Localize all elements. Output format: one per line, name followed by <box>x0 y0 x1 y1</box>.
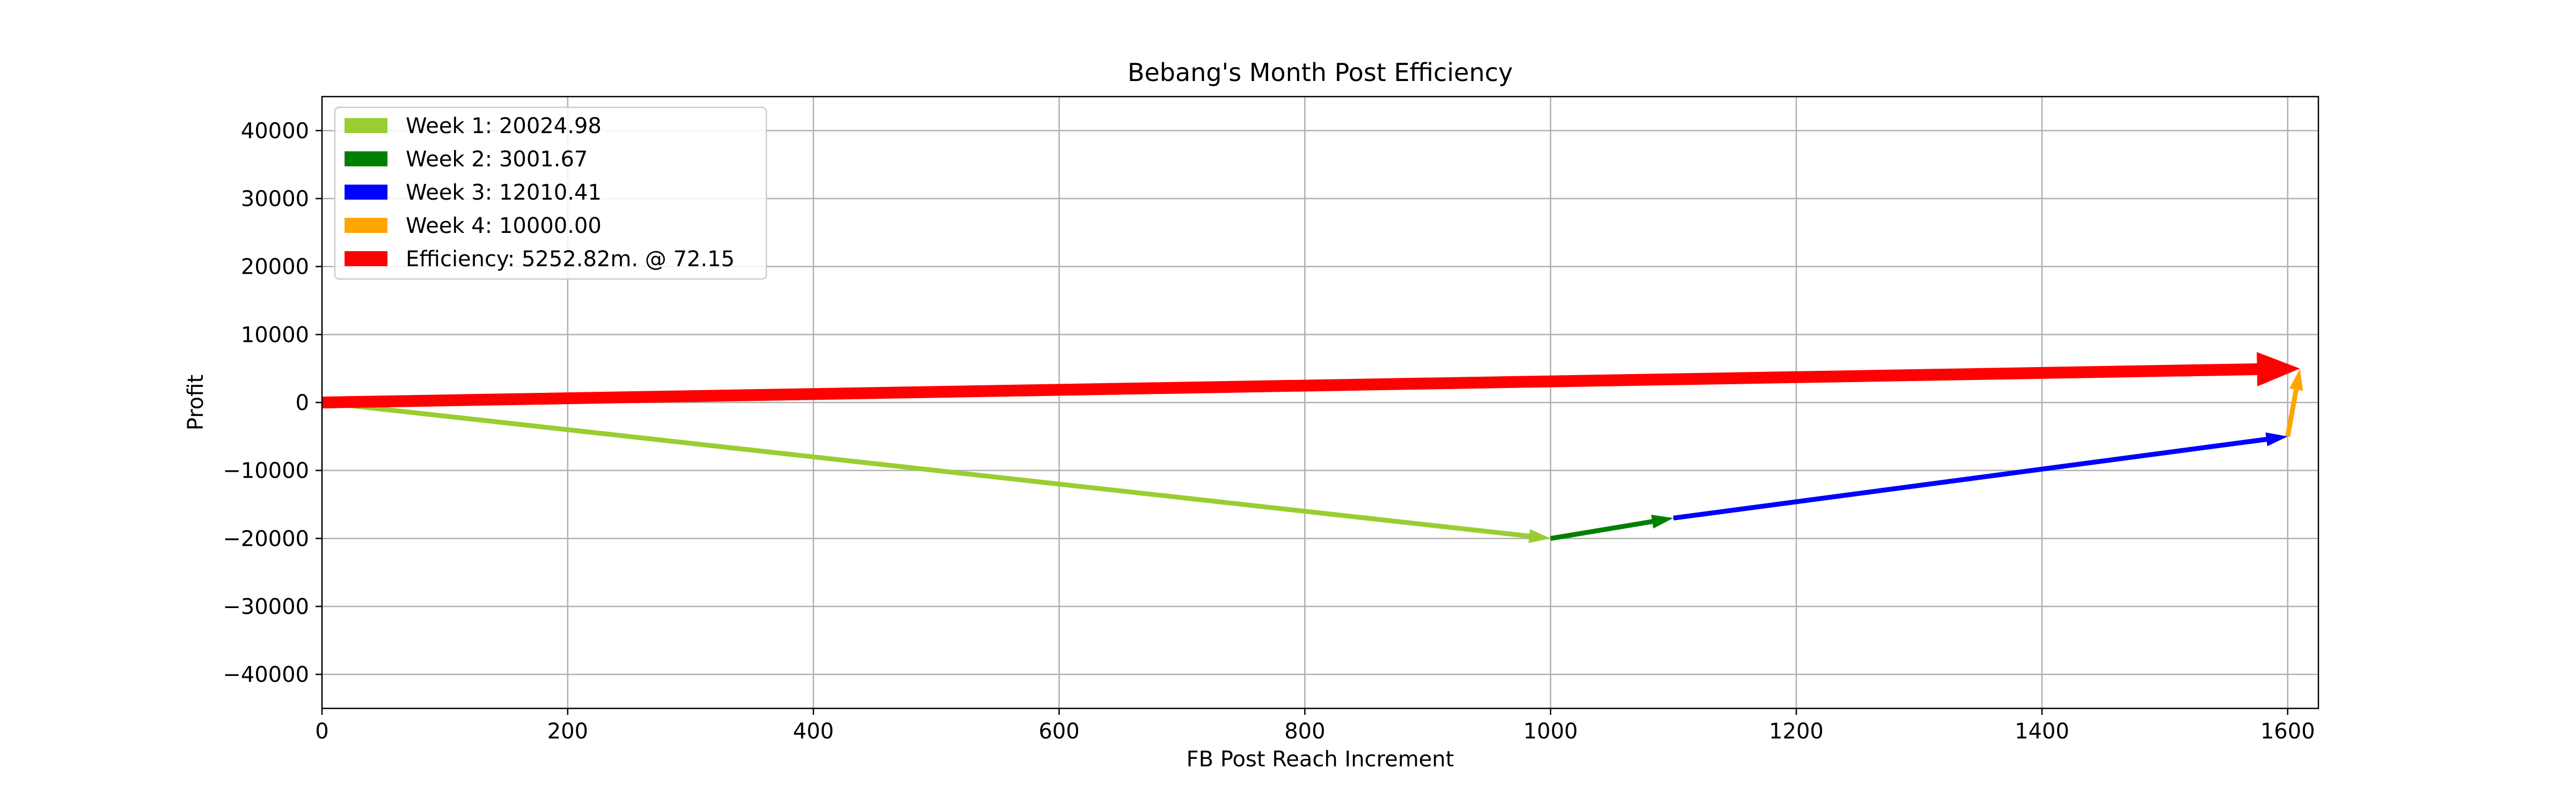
y-tick-label: 0 <box>296 391 309 415</box>
legend-swatch <box>345 218 387 233</box>
x-tick-label: 200 <box>547 719 588 744</box>
ticks: 0 200 400 600 800 1000 1200 1400 1600 −40000 −3000… <box>223 119 2315 744</box>
y-tick-label: 20000 <box>241 255 309 280</box>
legend: Week 1: 20024.98 Week 2: 3001.67 Week 3: 1… <box>334 106 767 280</box>
x-tick-label: 600 <box>1038 719 1079 744</box>
x-tick-label: 1200 <box>1769 719 1824 744</box>
x-tick-label: 1400 <box>2015 719 2069 744</box>
x-tick-label: 0 <box>315 719 328 744</box>
y-tick-label: −30000 <box>223 595 309 619</box>
legend-entry-label: Week 4: 10000.00 <box>406 214 602 238</box>
x-tick-label: 400 <box>793 719 834 744</box>
arrow-week-2 <box>1550 515 1674 541</box>
x-tick-label: 800 <box>1284 719 1325 744</box>
arrow-week-4 <box>2285 368 2303 437</box>
arrows <box>321 352 2303 543</box>
legend-entry-label: Week 2: 3001.67 <box>406 147 588 172</box>
legend-entry-label: Week 3: 12010.41 <box>406 180 602 205</box>
y-tick-label: −40000 <box>223 663 309 687</box>
y-tick-label: 40000 <box>241 119 309 143</box>
legend-swatch <box>345 185 387 200</box>
x-tick-label: 1600 <box>2260 719 2315 744</box>
legend-swatch <box>345 251 387 266</box>
y-tick-label: 30000 <box>241 187 309 211</box>
legend-swatch <box>345 118 387 133</box>
arrow-efficiency <box>321 352 2300 408</box>
legend-box <box>334 106 767 280</box>
x-tick-label: 1000 <box>1523 719 1578 744</box>
y-tick-label: −20000 <box>223 526 309 551</box>
arrow-week-3 <box>1673 432 2288 521</box>
y-tick-label: 10000 <box>241 323 309 347</box>
y-tick-label: −10000 <box>223 459 309 484</box>
legend-entry-label: Efficiency: 5252.82m. @ 72.15 <box>406 247 735 272</box>
legend-entry-label: Week 1: 20024.98 <box>406 114 602 138</box>
legend-swatch <box>345 151 387 166</box>
chart-title: Bebang's Month Post Efficiency <box>1128 58 1513 87</box>
y-axis-label: Profit <box>184 375 208 430</box>
arrow-week-1 <box>321 400 1551 543</box>
x-axis-label: FB Post Reach Increment <box>1187 747 1454 772</box>
grid <box>321 97 2318 708</box>
